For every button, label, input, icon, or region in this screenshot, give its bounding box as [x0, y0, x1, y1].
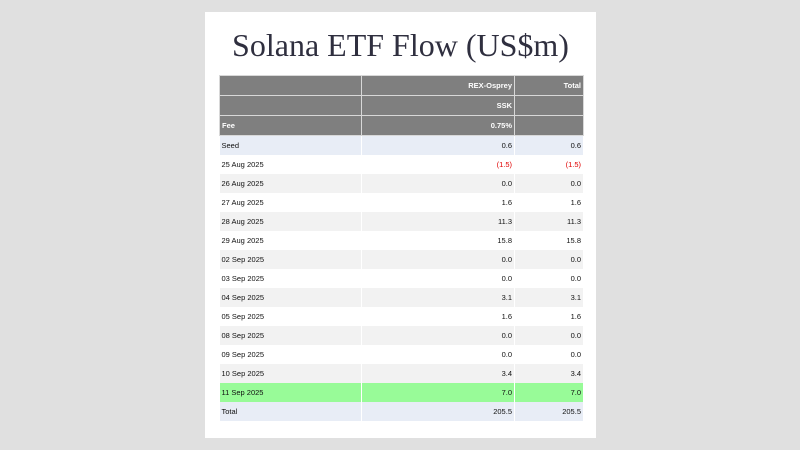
row-fund-flow: 11.3	[361, 211, 515, 231]
row-fund-flow: 3.1	[361, 287, 515, 307]
row-fund-flow: 3.4	[361, 363, 515, 383]
etf-flow-table: REX-Osprey Total SSK Fee 0.75% Seed 0.6 …	[219, 75, 584, 421]
table-row: 28 Aug 2025 11.3 11.3	[219, 211, 584, 231]
page-title: Solana ETF Flow (US$m)	[232, 27, 569, 63]
row-date: 26 Aug 2025	[219, 173, 362, 193]
row-fund-flow: 1.6	[361, 192, 515, 212]
row-date: 10 Sep 2025	[219, 363, 362, 383]
header-ticker: SSK	[361, 95, 515, 116]
table-row: 10 Sep 2025 3.4 3.4	[219, 363, 584, 383]
row-total-flow: 15.8	[514, 230, 584, 250]
row-date: 04 Sep 2025	[219, 287, 362, 307]
header-row-fee: Fee 0.75%	[219, 115, 584, 136]
table-row: Seed 0.6 0.6	[219, 135, 584, 155]
row-fund-flow: 0.0	[361, 344, 515, 364]
row-total-flow: 3.1	[514, 287, 584, 307]
row-total-flow: 1.6	[514, 192, 584, 212]
row-total-flow: 7.0	[514, 382, 584, 402]
row-total-flow: (1.5)	[514, 154, 584, 174]
header-blank-cell	[219, 75, 362, 96]
row-total-flow: 0.0	[514, 344, 584, 364]
row-total-flow: 0.0	[514, 249, 584, 269]
row-date: 29 Aug 2025	[219, 230, 362, 250]
header-total: Total	[514, 75, 584, 96]
row-date: 11 Sep 2025	[219, 382, 362, 402]
row-date: 05 Sep 2025	[219, 306, 362, 326]
header-row-ticker: SSK	[219, 95, 584, 116]
table-row: 27 Aug 2025 1.6 1.6	[219, 192, 584, 212]
row-fund-flow: 1.6	[361, 306, 515, 326]
total-fund-flow: 205.5	[361, 401, 515, 421]
header-fee-value: 0.75%	[361, 115, 515, 136]
row-date: Seed	[219, 135, 362, 155]
row-date: 02 Sep 2025	[219, 249, 362, 269]
total-row: Total 205.5 205.5	[219, 401, 584, 421]
row-date: 03 Sep 2025	[219, 268, 362, 288]
table-row: 04 Sep 2025 3.1 3.1	[219, 287, 584, 307]
row-total-flow: 0.6	[514, 135, 584, 155]
table-row: 09 Sep 2025 0.0 0.0	[219, 344, 584, 364]
row-fund-flow: 0.0	[361, 173, 515, 193]
table-row: 05 Sep 2025 1.6 1.6	[219, 306, 584, 326]
row-fund-flow: 0.0	[361, 325, 515, 345]
table-row: 25 Aug 2025 (1.5) (1.5)	[219, 154, 584, 174]
etf-flow-card: Solana ETF Flow (US$m) REX-Osprey Total …	[205, 12, 596, 438]
row-total-flow: 11.3	[514, 211, 584, 231]
row-date: 08 Sep 2025	[219, 325, 362, 345]
table-row: 29 Aug 2025 15.8 15.8	[219, 230, 584, 250]
row-total-flow: 1.6	[514, 306, 584, 326]
table-row: 02 Sep 2025 0.0 0.0	[219, 249, 584, 269]
row-fund-flow: 0.0	[361, 268, 515, 288]
row-total-flow: 0.0	[514, 173, 584, 193]
header-blank-cell	[514, 115, 584, 136]
header-blank-cell	[514, 95, 584, 116]
row-fund-flow: 0.0	[361, 249, 515, 269]
row-fund-flow: 7.0	[361, 382, 515, 402]
row-date: 27 Aug 2025	[219, 192, 362, 212]
header-blank-cell	[219, 95, 362, 116]
row-date: 25 Aug 2025	[219, 154, 362, 174]
header-row-fund: REX-Osprey Total	[219, 75, 584, 96]
row-date: 09 Sep 2025	[219, 344, 362, 364]
table-row: 03 Sep 2025 0.0 0.0	[219, 268, 584, 288]
row-total-flow: 0.0	[514, 268, 584, 288]
table-row-highlighted: 11 Sep 2025 7.0 7.0	[219, 382, 584, 402]
table-row: 26 Aug 2025 0.0 0.0	[219, 173, 584, 193]
row-date: 28 Aug 2025	[219, 211, 362, 231]
header-fee-label: Fee	[219, 115, 362, 136]
row-total-flow: 3.4	[514, 363, 584, 383]
total-label: Total	[219, 401, 362, 421]
header-fund-name: REX-Osprey	[361, 75, 515, 96]
row-fund-flow: 15.8	[361, 230, 515, 250]
table-row: 08 Sep 2025 0.0 0.0	[219, 325, 584, 345]
row-total-flow: 0.0	[514, 325, 584, 345]
row-fund-flow: (1.5)	[361, 154, 515, 174]
row-fund-flow: 0.6	[361, 135, 515, 155]
total-total-flow: 205.5	[514, 401, 584, 421]
